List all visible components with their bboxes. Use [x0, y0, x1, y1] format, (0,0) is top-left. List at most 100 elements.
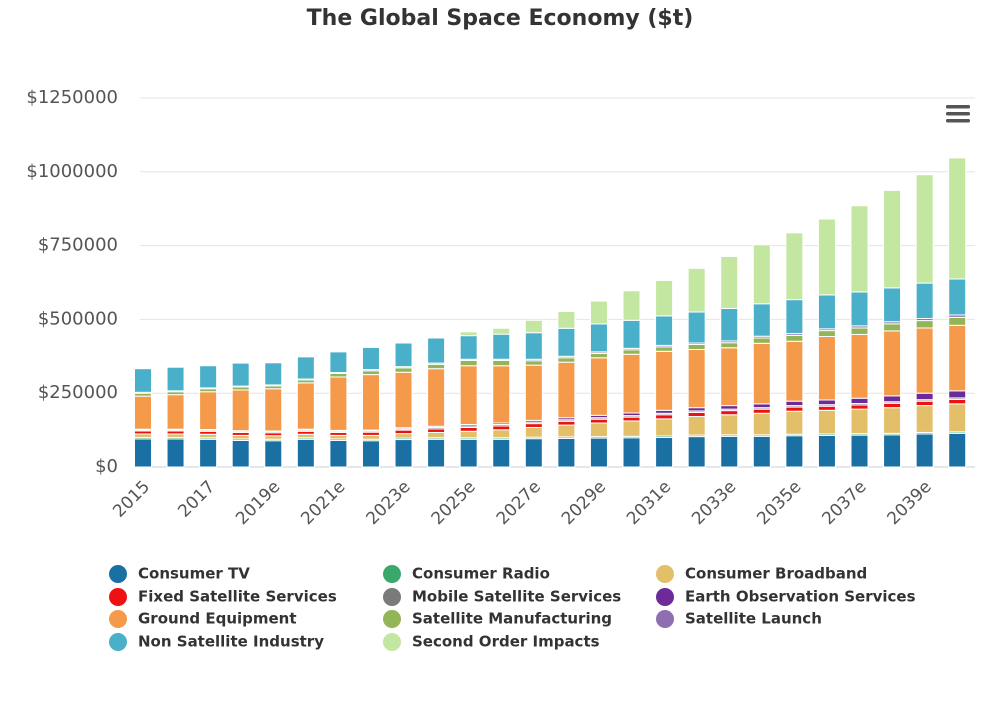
bar-segment: [557, 357, 576, 363]
bar-segment: [883, 395, 902, 403]
y-tick-label: $1250000: [26, 87, 118, 108]
legend-item[interactable]: Satellite Launch: [656, 610, 822, 629]
bar-segment: [622, 420, 641, 437]
bar-segment: [427, 363, 446, 370]
bar-segment: [557, 327, 576, 357]
legend-marker: [109, 565, 127, 583]
bar-segment: [329, 434, 348, 440]
bar-segment: [655, 414, 674, 420]
bar-segment: [492, 429, 511, 439]
bar-segment: [133, 368, 152, 393]
bar-segment: [427, 438, 446, 468]
legend-item[interactable]: Consumer Radio: [383, 565, 550, 584]
bar-segment: [817, 405, 836, 411]
legend-marker: [656, 565, 674, 583]
bar-segment: [915, 400, 934, 407]
legend-marker: [383, 588, 401, 606]
legend-item[interactable]: Ground Equipment: [109, 610, 297, 629]
bar-segment: [394, 439, 413, 468]
bar-segment: [524, 423, 543, 428]
bar-segment: [622, 290, 641, 321]
bar-segment: [622, 319, 641, 349]
x-tick-label: 2029e: [558, 477, 610, 529]
legend-marker: [109, 633, 127, 651]
bar-segment: [166, 394, 185, 430]
legend-label: Satellite Launch: [685, 610, 822, 628]
bar-segment: [264, 362, 283, 386]
legend-label: Ground Equipment: [138, 610, 297, 628]
bar-segment: [524, 438, 543, 468]
y-tick-label: $500000: [38, 308, 118, 329]
x-tick-label: 2015: [109, 477, 154, 522]
bar-segment: [655, 315, 674, 346]
bar-segment: [883, 407, 902, 434]
bar-segment: [655, 279, 674, 317]
bar-segment: [720, 342, 739, 349]
x-tick-label: 2023e: [362, 477, 414, 529]
bar-segment: [720, 410, 739, 416]
bar-segment: [492, 359, 511, 367]
bar-segment: [264, 435, 283, 440]
bar-segment: [817, 434, 836, 468]
legend-item[interactable]: Second Order Impacts: [383, 633, 600, 652]
bar-segment: [329, 372, 348, 378]
bar-segment: [850, 408, 869, 435]
menu-button[interactable]: [946, 105, 970, 123]
bar-segment: [850, 397, 869, 405]
bar-segment: [915, 392, 934, 401]
bar-segment: [655, 346, 674, 352]
legend-label: Consumer Broadband: [685, 565, 867, 583]
bar-segment: [329, 376, 348, 431]
bar-segment: [459, 438, 478, 468]
bar-segment: [459, 335, 478, 360]
bar-segment: [687, 436, 706, 468]
bar-segment: [492, 333, 511, 360]
legend-item[interactable]: Fixed Satellite Services: [109, 588, 337, 607]
bar-segment: [785, 340, 804, 402]
bar-segment: [133, 438, 152, 468]
bar-segment: [785, 435, 804, 468]
bar-segment: [915, 320, 934, 329]
bar-segment: [557, 437, 576, 468]
bar-segment: [948, 390, 967, 399]
bar-segment: [948, 324, 967, 392]
legend-item[interactable]: Mobile Satellite Services: [383, 588, 621, 607]
bar-segment: [427, 336, 446, 339]
bar-segment: [915, 433, 934, 468]
legend-item[interactable]: Consumer TV: [109, 565, 250, 584]
bar-segment: [394, 429, 413, 435]
bar-segment: [589, 357, 608, 416]
bar-segment: [329, 439, 348, 468]
legend-item[interactable]: Consumer Broadband: [656, 565, 867, 584]
menu-bar: [946, 119, 970, 123]
bar-segment: [948, 157, 967, 280]
x-tick-label: 2019e: [232, 477, 284, 529]
bar-segment: [394, 342, 413, 368]
x-tick-label: 2037e: [818, 477, 870, 529]
legend-item[interactable]: Earth Observation Services: [656, 588, 916, 607]
bar-segment: [264, 440, 283, 468]
bar-segment: [231, 389, 250, 432]
bar-segment: [166, 366, 185, 392]
bar-segment: [915, 174, 934, 284]
legend-marker: [109, 588, 127, 606]
legend-marker: [656, 610, 674, 628]
legend-label: Mobile Satellite Services: [412, 588, 621, 606]
bar-segment: [394, 367, 413, 373]
bar-segment: [329, 351, 348, 374]
bar-segment: [622, 353, 641, 414]
bar-segment: [785, 410, 804, 435]
bar-segment: [752, 244, 771, 305]
bar-segment: [589, 422, 608, 438]
bar-segment: [883, 323, 902, 332]
bar-segment: [427, 368, 446, 427]
legend-item[interactable]: Non Satellite Industry: [109, 633, 324, 652]
bar-segment: [915, 405, 934, 433]
bar-segment: [720, 435, 739, 468]
bar-segment: [785, 299, 804, 335]
bar-segment: [720, 256, 739, 309]
bar-segment: [231, 434, 250, 440]
bar-segment: [296, 438, 315, 468]
bar-segment: [622, 437, 641, 468]
legend-item[interactable]: Satellite Manufacturing: [383, 610, 612, 629]
